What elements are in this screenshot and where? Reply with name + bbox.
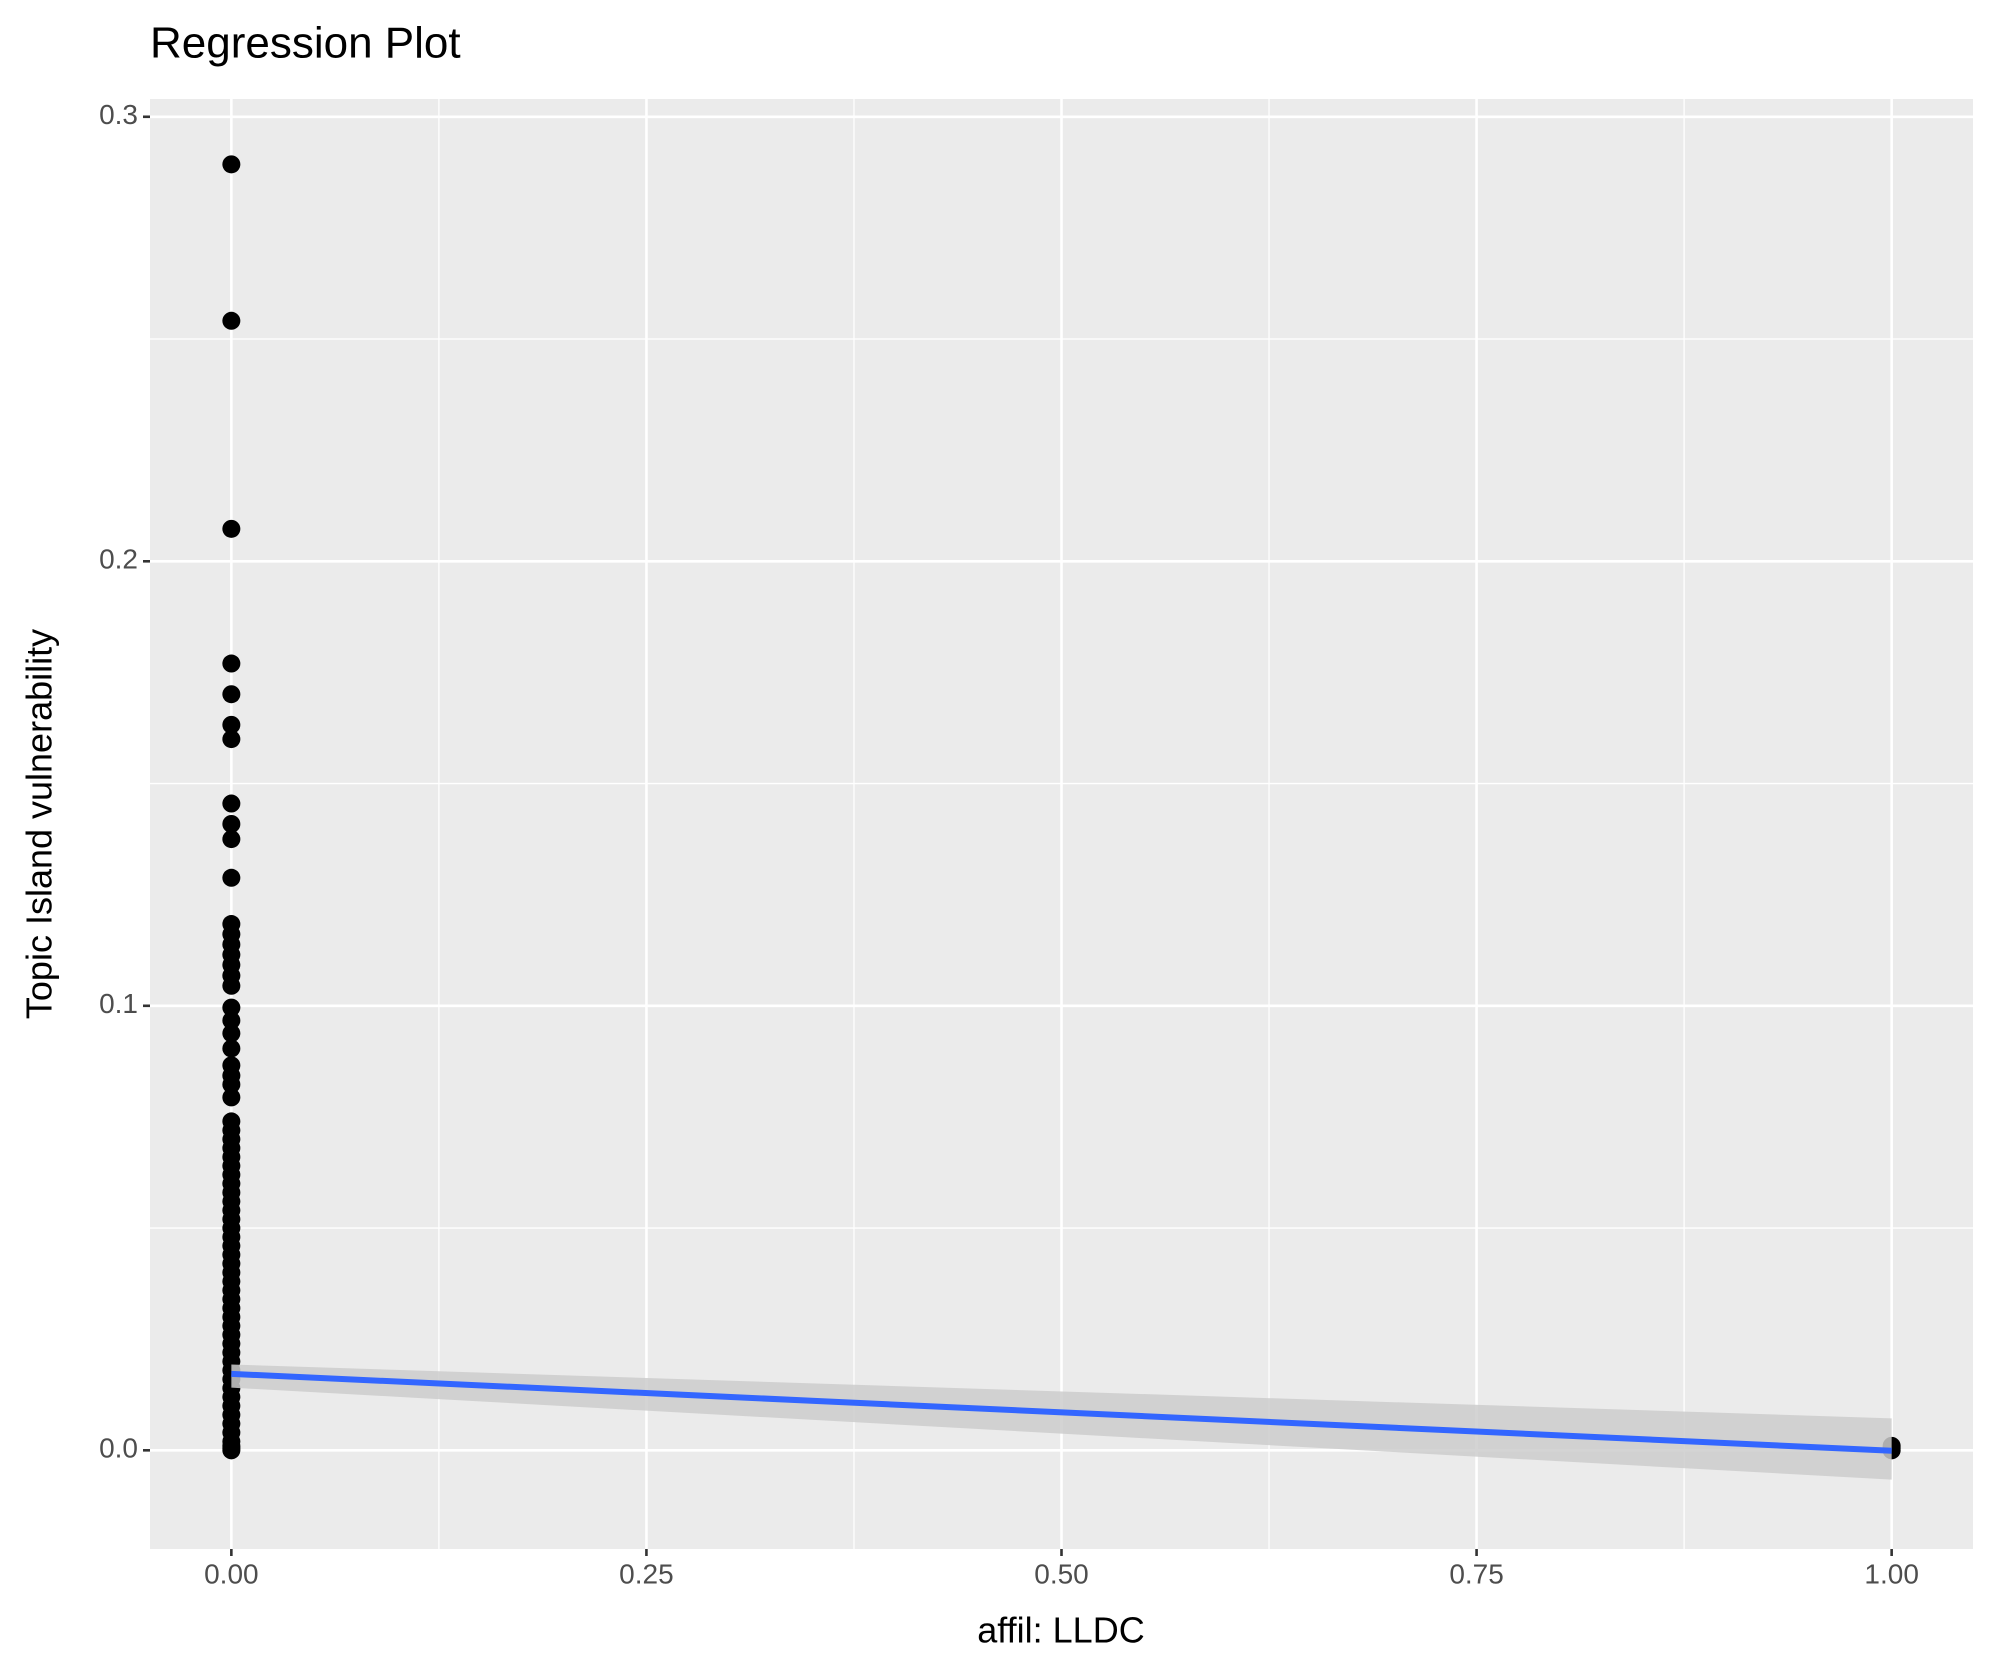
point xyxy=(222,868,241,887)
x-tick-label: 0.75 xyxy=(1449,1558,1504,1589)
y-tick-label: 0.2 xyxy=(99,544,138,575)
point xyxy=(222,794,241,813)
point xyxy=(222,715,241,734)
point xyxy=(222,1024,241,1043)
regression-line xyxy=(231,1370,1892,1454)
point xyxy=(222,1039,241,1058)
y-axis-title: Topic Island vulnerability xyxy=(19,629,60,1019)
point xyxy=(222,519,241,538)
point xyxy=(222,998,241,1017)
point xyxy=(222,815,241,833)
point xyxy=(222,830,241,849)
chart-title: Regression Plot xyxy=(150,19,461,68)
point xyxy=(222,1075,241,1094)
point xyxy=(222,1441,241,1460)
y-tick-label: 0.1 xyxy=(99,988,138,1019)
point xyxy=(222,976,241,995)
point xyxy=(222,311,241,330)
x-axis-title: affil: LLDC xyxy=(977,1610,1144,1651)
point xyxy=(222,1011,241,1030)
x-tick-label: 0.00 xyxy=(204,1558,259,1589)
y-tick-label: 0.0 xyxy=(99,1433,138,1464)
point xyxy=(222,685,241,704)
point xyxy=(222,1088,241,1107)
x-tick-label: 0.50 xyxy=(1034,1558,1089,1589)
point xyxy=(222,654,241,673)
point xyxy=(222,730,241,749)
x-tick-label: 0.25 xyxy=(619,1558,674,1589)
y-tick-label: 0.3 xyxy=(99,99,138,130)
x-tick-label: 1.00 xyxy=(1864,1558,1919,1589)
point xyxy=(222,155,241,174)
